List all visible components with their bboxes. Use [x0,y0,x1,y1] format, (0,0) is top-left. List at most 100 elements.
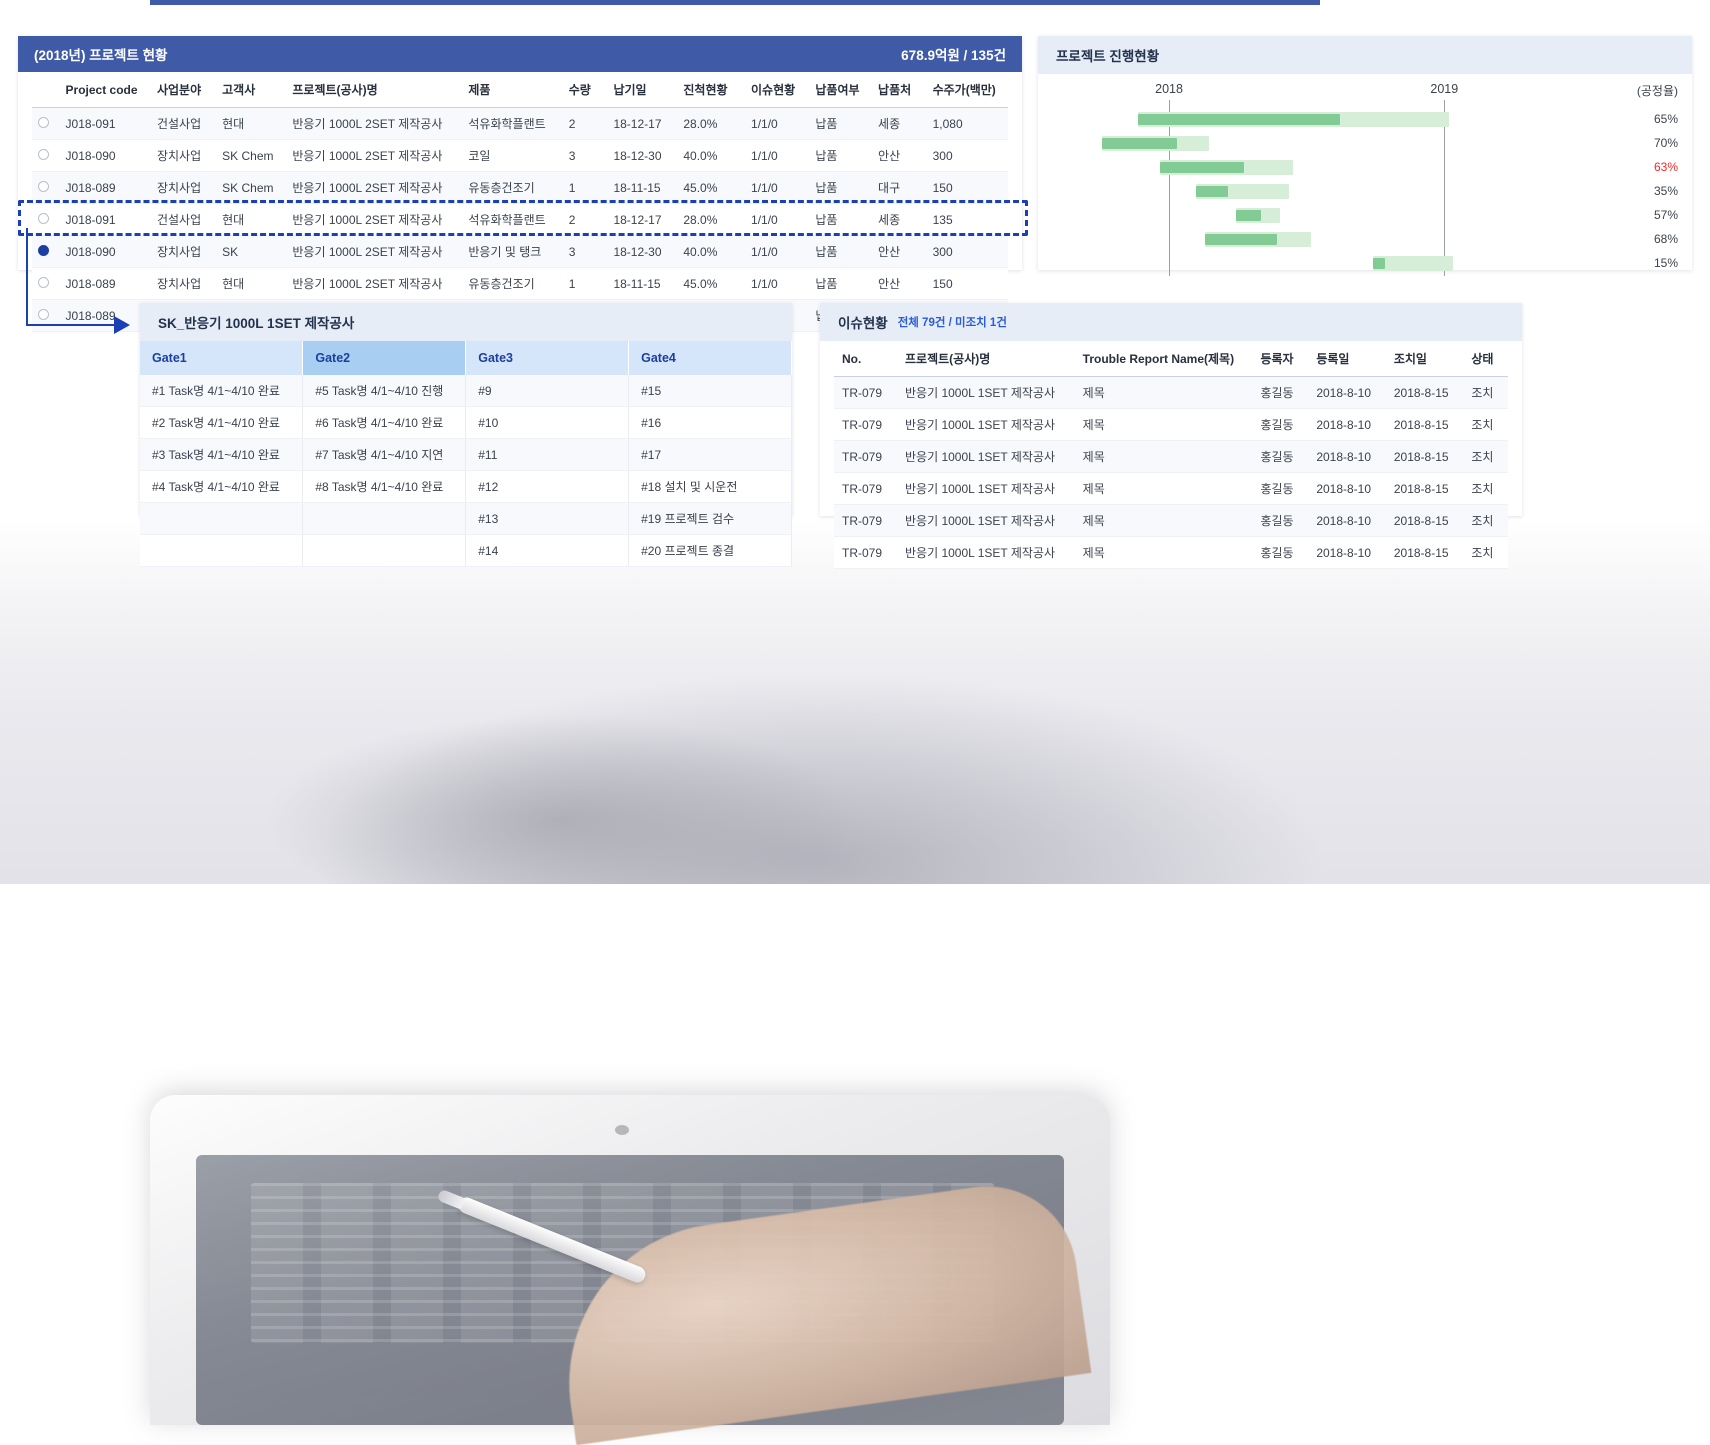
gate-cell: #1 Task명 4/1~4/10 완료 [140,375,304,407]
cell-qty: 3 [562,139,608,172]
gate-col-gate1[interactable]: Gate1 [140,341,304,375]
gantt-progress-percent: 65% [1653,112,1678,126]
table-row[interactable]: J018-091 건설사업 현대 반응기 1000L 2SET 제작공사 석유화학플랜트… [32,203,1008,236]
gantt-progress-percent: 15% [1653,256,1678,270]
cell-site: 안산 [872,139,927,172]
cell-field: 장치사업 [150,235,217,268]
issue-row[interactable]: TR-079 반응기 1000L 1SET 제작공사 제목 홍길동 2018-8-10 2… [834,504,1508,537]
table-body: J018-091 건설사업 현대 반응기 1000L 2SET 제작공사 석유화학플랜트… [32,107,1008,332]
gate-title: SK_반응기 1000L 1SET 제작공사 [158,316,355,331]
gantt-bar-track [1373,256,1454,271]
issue-cell: 홍길동 [1252,472,1309,505]
issue-row[interactable]: TR-079 반응기 1000L 1SET 제작공사 제목 홍길동 2018-8-10 2… [834,408,1508,441]
cell-site: 세종 [872,107,927,140]
cell-project: 반응기 1000L 2SET 제작공사 [286,267,463,300]
gantt-bar-fill [1102,138,1178,149]
gate-col-gate3[interactable]: Gate3 [465,341,630,375]
row-select-radio[interactable] [32,171,60,204]
cell-code: J018-089 [59,299,151,332]
cell-site: 세종 [872,203,927,236]
issue-row[interactable]: TR-079 반응기 1000L 1SET 제작공사 제목 홍길동 2018-8-10 2… [834,376,1508,409]
issue-cell: 제목 [1074,504,1253,537]
row-select-radio[interactable] [32,203,60,236]
tablet-camera-icon [615,1125,629,1135]
cell-field: 장치사업 [150,267,217,300]
connector-line-vertical [26,228,28,326]
col-header-2: 사업분야 [150,72,217,108]
cell-delivered: 납품 [809,139,873,172]
issue-col-6: 상태 [1463,341,1508,377]
gate-cell: #9 [465,375,630,407]
cell-price: 150 [926,267,1008,300]
cell-due: 18-11-15 [607,171,678,204]
row-select-radio[interactable] [32,235,60,268]
table-row[interactable]: J018-090 장치사업 SK 반응기 1000L 2SET 제작공사 반응기 및 탱… [32,235,1008,268]
gate-col-gate4[interactable]: Gate4 [628,341,792,375]
gate-detail-card: SK_반응기 1000L 1SET 제작공사 Gate1 Gate2 Gate3 Ga… [140,303,792,567]
cell-field: 건설사업 [150,203,217,236]
gantt-progress-percent: 35% [1653,184,1678,198]
gantt-progress-percent: 63% [1653,160,1678,174]
issue-cell: 홍길동 [1252,504,1309,537]
cell-price: 300 [926,235,1008,268]
row-select-radio[interactable] [32,139,60,172]
cell-client: SK [216,235,287,268]
row-select-radio[interactable] [32,267,60,300]
gantt-progress-percent: 68% [1653,232,1678,246]
issue-cell: TR-079 [834,536,897,569]
cell-code: J018-091 [59,107,151,140]
cell-project: 반응기 1000L 2SET 제작공사 [286,203,463,236]
issue-cell: 홍길동 [1252,408,1309,441]
gantt-bar-track [1137,112,1449,127]
cell-field: 장치사업 [150,139,217,172]
issue-row[interactable]: TR-079 반응기 1000L 1SET 제작공사 제목 홍길동 2018-8-10 2… [834,440,1508,473]
gate-row: #2 Task명 4/1~4/10 완료 #6 Task명 4/1~4/10 완료… [140,406,792,439]
col-header-8: 진척현황 [677,72,746,108]
row-select-radio[interactable] [32,299,60,332]
issue-cell: 홍길동 [1252,536,1309,569]
gantt-row: 68% [1038,228,1692,252]
cell-project: 반응기 1000L 2SET 제작공사 [286,235,463,268]
cell-code: J018-089 [59,267,151,300]
gantt-bar-fill [1137,114,1340,125]
gantt-progress-percent: 57% [1653,208,1678,222]
table-row[interactable]: J018-090 장치사업 SK Chem 반응기 1000L 2SET 제작공사 코일… [32,139,1008,172]
gantt-bar-track [1204,232,1312,247]
issue-cell: 2018-8-15 [1385,536,1464,569]
col-header-0 [32,72,60,108]
cell-product: 석유화학플랜트 [462,203,563,236]
issue-cell: 2018-8-10 [1308,408,1386,441]
issue-cell: 제목 [1074,472,1253,505]
cell-due: 18-11-15 [607,267,678,300]
issue-row[interactable]: TR-079 반응기 1000L 1SET 제작공사 제목 홍길동 2018-8-10 2… [834,472,1508,505]
gantt-bar-fill [1204,234,1277,245]
gate-col-gate2[interactable]: Gate2 [302,341,467,375]
table-row[interactable]: J018-089 장치사업 SK Chem 반응기 1000L 2SET 제작공사 유동… [32,171,1008,204]
gantt-percent-column-label: (공정율) [1636,84,1678,98]
table-row[interactable]: J018-091 건설사업 현대 반응기 1000L 2SET 제작공사 석유화학플랜트… [32,107,1008,140]
cell-project: 반응기 1000L 2SET 제작공사 [286,139,463,172]
cell-delivered: 납품 [809,235,873,268]
issue-cell: 반응기 1000L 1SET 제작공사 [897,376,1075,409]
row-select-radio[interactable] [32,107,60,140]
gate-row: #4 Task명 4/1~4/10 완료 #8 Task명 4/1~4/10 완료… [140,470,792,503]
issue-row[interactable]: TR-079 반응기 1000L 1SET 제작공사 제목 홍길동 2018-8-10 2… [834,536,1508,569]
cell-product: 석유화학플랜트 [462,107,563,140]
gate-cell: #2 Task명 4/1~4/10 완료 [140,406,304,439]
cell-field: 장치사업 [150,171,217,204]
issue-cell: TR-079 [834,504,897,537]
col-header-11: 납품처 [872,72,927,108]
gate-cell: #18 설치 및 시운전 [628,470,792,503]
photo-background [0,520,1710,1445]
project-status-table: Project code 사업분야 고객사 프로젝트(공사)명 제품 수량 납기일 진척현황 이… [32,72,1008,332]
cell-product: 유동층건조기 [462,171,563,204]
issue-table: No. 프로젝트(공사)명 Trouble Report Name(제목) 등록자 등록… [834,341,1508,569]
cell-site: 대구 [872,171,927,204]
cell-delivered: 납품 [809,171,873,204]
gate-cell: #5 Task명 4/1~4/10 진행 [302,375,467,407]
cell-product: 유동층건조기 [462,267,563,300]
col-header-10: 납품여부 [809,72,873,108]
issue-cell: 제목 [1074,536,1253,569]
gate-cell: #17 [628,438,792,471]
